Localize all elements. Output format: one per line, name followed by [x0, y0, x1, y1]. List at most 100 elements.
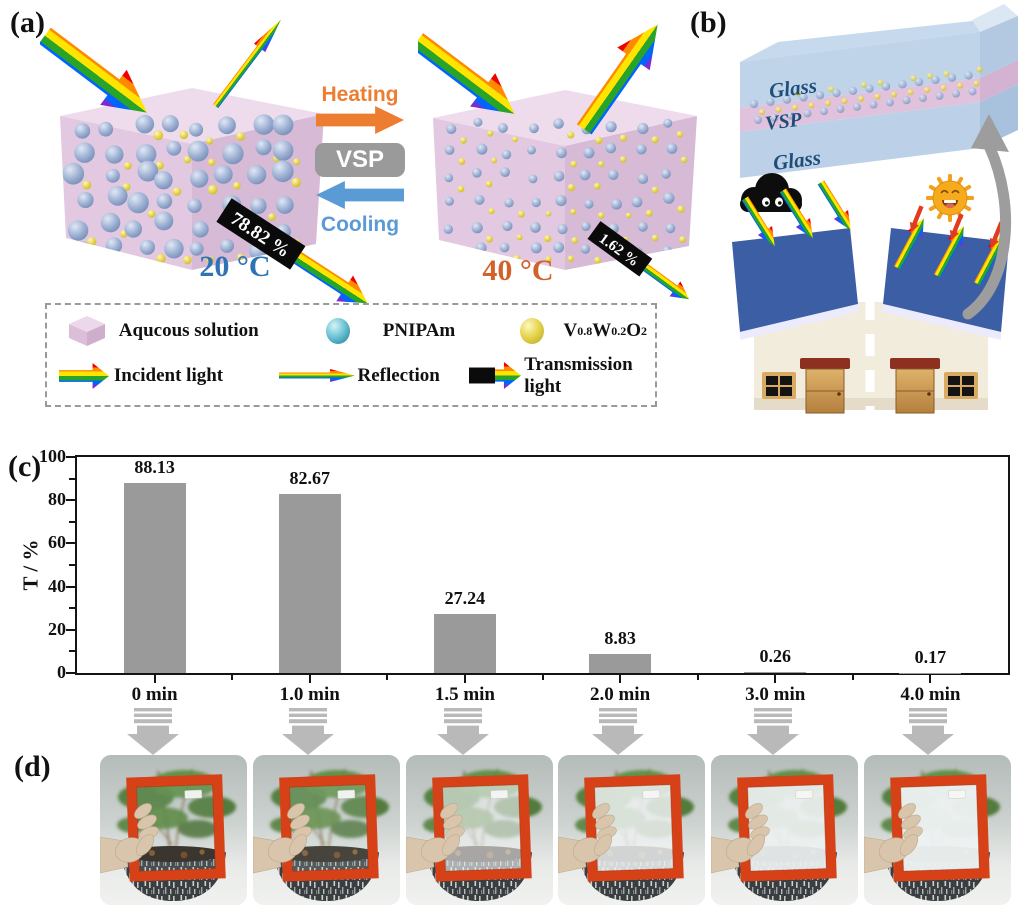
- sample-frame: [278, 774, 379, 882]
- roof-left: [732, 228, 858, 332]
- x-axis-minor-tick: [696, 675, 699, 680]
- x-tick-label: 0 min: [131, 684, 178, 705]
- y-tick-label: 80: [48, 489, 66, 510]
- house: [732, 178, 1012, 414]
- x-tick-label: 1.5 min: [434, 684, 495, 705]
- hot-temp-label: 40 °C: [482, 254, 553, 287]
- bar-value-label: 82.67: [289, 468, 331, 489]
- legend-incident-label: Incident light: [113, 364, 224, 386]
- y-tick-label: 40: [48, 575, 66, 596]
- y-axis-major-tick: [66, 585, 75, 588]
- sample-frame: [890, 774, 990, 882]
- bar-value-label: 0.17: [914, 646, 947, 667]
- vwo-w: W: [592, 320, 612, 342]
- legend-row-1: Aqucous solution PNIPAm V 0.8 W 0.2 O 2: [55, 312, 647, 350]
- vwo-w-sub: 0.2: [611, 323, 627, 338]
- door-left: [800, 358, 850, 414]
- x-tick-label: 3.0 min: [745, 684, 806, 705]
- window-left: [762, 372, 796, 399]
- sun-icon: [926, 174, 974, 222]
- y-tick-label: 20: [48, 618, 66, 639]
- cold-scene: 78.82 % 20 °C: [40, 15, 376, 304]
- bar-value-label: 27.24: [444, 588, 486, 609]
- y-axis-minor-tick: [69, 607, 75, 610]
- x-axis-major-tick: [153, 675, 156, 683]
- vwo-o: O: [626, 320, 642, 342]
- x-axis-minor-tick: [851, 675, 854, 680]
- x-axis-major-tick: [463, 675, 466, 683]
- cold-temp-label: 20 °C: [199, 250, 270, 283]
- x-tick-label: 4.0 min: [900, 684, 961, 705]
- legend-reflection-label: Reflection: [357, 364, 440, 386]
- phase-switch: Heating VSP Cooling: [310, 84, 410, 236]
- x-axis-minor-tick: [231, 675, 234, 680]
- heating-arrow-icon: [316, 106, 404, 134]
- pnipam-sphere-icon: [294, 316, 383, 346]
- photo-3: [558, 755, 706, 905]
- x-tick-label: 1.0 min: [279, 684, 340, 705]
- y-axis-major-tick: [66, 542, 75, 545]
- sample-frame: [737, 774, 837, 882]
- down-arrow-icon: [590, 708, 646, 756]
- gloved-hand: [405, 803, 465, 874]
- window-right: [944, 372, 978, 399]
- down-arrow-icon: [745, 708, 801, 756]
- vwo-sphere-icon: [500, 316, 564, 346]
- zoom-out-arrow-icon: [962, 114, 1011, 320]
- photo-2: [405, 755, 553, 905]
- roof-incident-arrow-icon: [813, 178, 858, 235]
- sample-frame: [126, 774, 226, 882]
- gloved-hand: [711, 803, 770, 874]
- gloved-hand: [252, 803, 312, 874]
- y-axis-major-tick: [66, 499, 75, 502]
- aqueous-cube-icon: [55, 312, 119, 350]
- transmission-arrow-icon: [640, 260, 695, 307]
- transmission-arrow-icon: [289, 245, 376, 304]
- x-axis-major-tick: [774, 675, 777, 683]
- x-tick-label: 2.0 min: [589, 684, 651, 705]
- bar-value-label: 8.83: [604, 627, 636, 648]
- y-axis-minor-tick: [69, 477, 75, 480]
- photo-4: [711, 755, 859, 905]
- bar: [744, 672, 807, 673]
- cooling-arrow-icon: [316, 181, 404, 209]
- legend-box: Aqucous solution PNIPAm V 0.8 W 0.2 O 2 Incid…: [45, 303, 657, 407]
- x-axis-minor-tick: [386, 675, 389, 680]
- hot-scene: 1.62 % 40 °C: [418, 13, 697, 307]
- photos-row: [100, 755, 1011, 905]
- vsp-spheres: [749, 66, 983, 124]
- reflection-icon: [276, 369, 358, 383]
- heating-label: Heating: [321, 83, 399, 106]
- bar: [123, 482, 186, 673]
- gloved-hand: [558, 803, 618, 874]
- bar: [433, 614, 496, 673]
- y-axis-minor-tick: [69, 650, 75, 653]
- y-axis-major-tick: [66, 456, 75, 458]
- y-tick-label: 0: [57, 662, 66, 682]
- bar-value-label: 88.13: [134, 456, 175, 477]
- x-axis-major-tick: [308, 675, 311, 683]
- down-arrow-icon: [900, 708, 956, 756]
- y-axis-major-tick: [66, 672, 75, 674]
- vwo-v-sub: 0.8: [577, 323, 593, 338]
- y-axis-major-tick: [66, 628, 75, 631]
- legend-pnipam-label: PNIPAm: [382, 320, 456, 342]
- layer-glass-top-label: Glass: [768, 73, 818, 103]
- y-axis-minor-tick: [69, 564, 75, 566]
- hot-box: [433, 90, 697, 270]
- layer-vsp-label: VSP: [764, 109, 804, 135]
- vwo-o-sub: 2: [641, 323, 648, 338]
- cooling-label: Cooling: [320, 213, 400, 236]
- photo-0: [100, 755, 247, 905]
- bar-value-label: 0.26: [759, 646, 792, 667]
- bar: [589, 653, 652, 673]
- vwo-v: V: [563, 320, 578, 342]
- panel-a-label: (a): [10, 6, 45, 39]
- y-axis-minor-tick: [69, 520, 75, 523]
- legend-aqueous-label: Aqucous solution: [118, 320, 259, 342]
- legend-vwo-label: V 0.8 W 0.2 O 2: [564, 320, 648, 342]
- door-right: [890, 358, 940, 414]
- x-axis-major-tick: [929, 675, 932, 683]
- down-arrow-icon: [125, 708, 181, 756]
